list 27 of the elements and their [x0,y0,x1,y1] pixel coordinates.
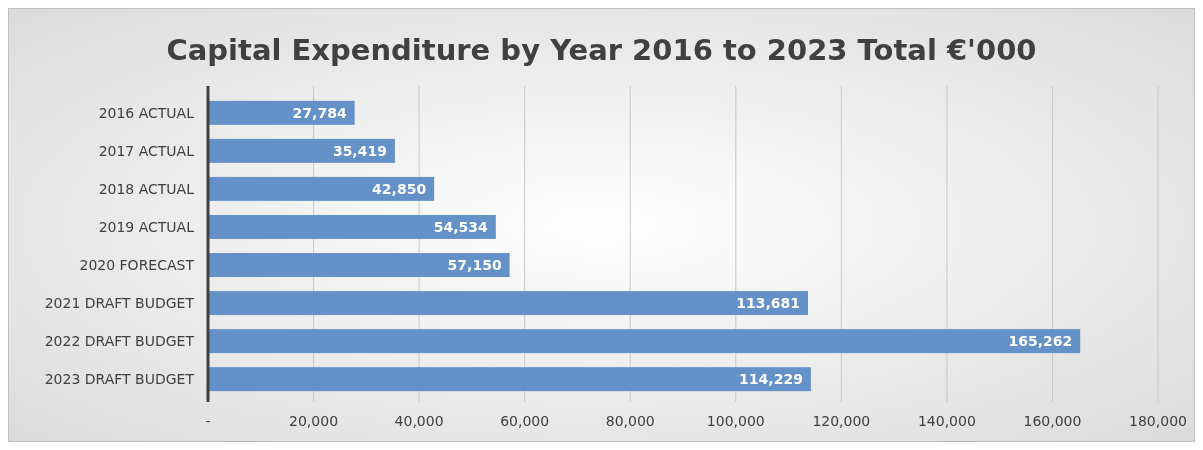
data-label: 114,229 [739,371,803,388]
y-tick-label: 2018 ACTUAL [98,180,195,197]
y-tick-label: 2017 ACTUAL [98,142,195,159]
data-label: 54,534 [433,218,489,235]
x-tick-label: 180,000 [1129,413,1187,429]
x-tick-label: - [205,413,211,429]
x-tick-label: 140,000 [917,413,976,429]
data-label: 42,850 [372,180,427,197]
data-label: 165,262 [1008,333,1073,350]
x-tick-label: 20,000 [289,413,339,429]
y-tick-label: 2019 ACTUAL [98,218,195,235]
x-tick-label: 60,000 [500,413,550,429]
data-label: 27,784 [292,104,347,121]
y-tick-label: 2022 DRAFT BUDGET [44,333,195,350]
y-tick-label: 2020 FORECAST [79,256,195,273]
y-tick-label: 2023 DRAFT BUDGET [44,371,195,388]
data-label: 113,681 [736,294,800,311]
y-tick-label: 2016 ACTUAL [98,104,195,121]
x-tick-label: 120,000 [812,413,871,429]
x-tick-label: 80,000 [605,413,655,429]
x-tick-label: 160,000 [1023,413,1082,429]
data-label: 35,419 [332,142,387,159]
chart-title: Capital Expenditure by Year 2016 to 2023 Total €'000 [166,33,1037,67]
x-tick-label: 100,000 [706,413,765,429]
data-label: 57,150 [447,256,502,273]
x-tick-label: 40,000 [394,413,444,429]
y-tick-label: 2021 DRAFT BUDGET [44,294,195,311]
